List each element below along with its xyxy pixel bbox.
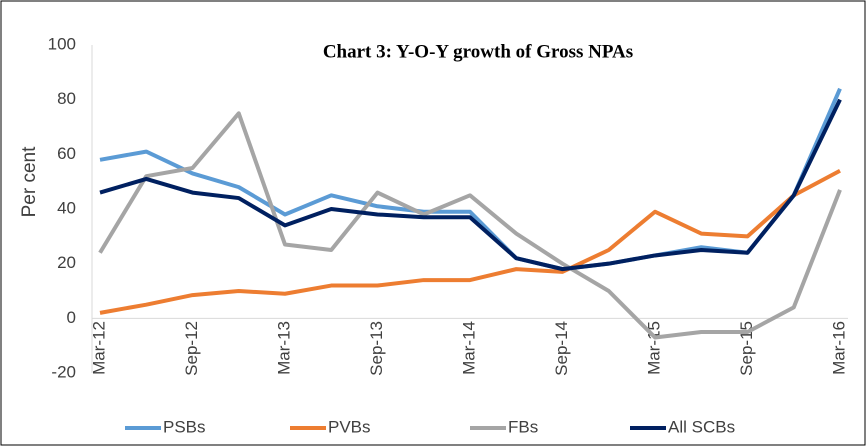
legend-label: PSBs [163, 417, 206, 436]
y-tick-label: 60 [57, 144, 76, 163]
y-tick-label: 0 [67, 308, 76, 327]
series-line [99, 168, 841, 315]
series-line [99, 98, 842, 272]
x-tick-label: Mar-13 [274, 321, 293, 375]
legend-label: PVBs [328, 417, 371, 436]
x-tick-label: Mar-16 [829, 321, 848, 375]
y-tick-label: 40 [57, 198, 76, 217]
legend-label: All SCBs [668, 417, 735, 436]
y-tick-label: 80 [57, 89, 76, 108]
chart-title: Chart 3: Y-O-Y growth of Gross NPAs [323, 41, 633, 62]
x-tick-label: Sep-13 [367, 321, 386, 376]
y-tick-label: 20 [57, 253, 76, 272]
y-axis-label: Per cent [19, 146, 40, 217]
x-tick-label: Mar-12 [89, 321, 108, 375]
x-tick-label: Sep-14 [552, 321, 571, 376]
series-line [98, 111, 842, 340]
x-tick-label: Sep-15 [737, 321, 756, 376]
legend-label: FBs [508, 417, 538, 436]
x-tick-label: Sep-12 [182, 321, 201, 376]
y-tick-label: 100 [48, 34, 76, 53]
y-tick-label: -20 [51, 362, 76, 381]
x-tick-label: Mar-14 [459, 321, 478, 375]
